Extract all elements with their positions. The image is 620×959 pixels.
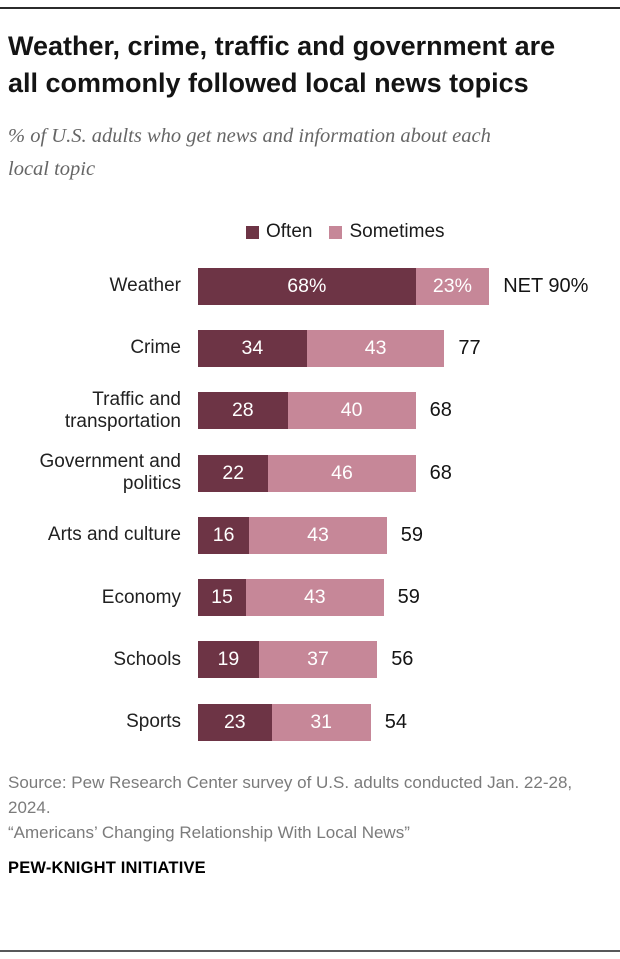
chart-row: Economy 15 43 59 (8, 566, 612, 628)
bar-segment-often: 22 (198, 454, 269, 492)
bar-segment-often: 16 (198, 516, 250, 554)
bottom-divider (0, 950, 620, 952)
stacked-bar: 34 43 (198, 329, 445, 367)
legend: Often Sometimes (246, 220, 612, 244)
chart-row: Crime 34 43 77 (8, 317, 612, 379)
net-label: 68 (429, 399, 452, 422)
source-note: Source: Pew Research Center survey of U.… (8, 773, 573, 818)
bar-segment-sometimes: 31 (271, 703, 371, 741)
top-divider (0, 7, 620, 9)
bar-segment-often: 28 (198, 392, 288, 430)
category-label: Weather (109, 275, 181, 297)
bar-segment-sometimes: 37 (258, 641, 378, 679)
net-label: NET 90% (503, 274, 589, 297)
stacked-bar: 22 46 (198, 454, 416, 492)
report-title-note: “Americans’ Changing Relationship With L… (8, 823, 410, 843)
bar-segment-sometimes: 43 (246, 579, 384, 617)
net-label: 77 (458, 336, 481, 359)
org-label: PEW-KNIGHT INITIATIVE (8, 859, 206, 878)
category-label: Schools (113, 648, 181, 670)
chart-row: Government and politics 22 46 68 (8, 442, 612, 504)
sometimes-swatch-icon (329, 225, 343, 239)
category-label: Traffic and transportation (64, 388, 181, 432)
chart-card: Weather, crime, traffic and government a… (8, 31, 612, 878)
bar-segment-sometimes: 43 (306, 329, 445, 367)
net-label: 59 (397, 586, 420, 609)
stacked-bar: 28 40 (198, 392, 416, 430)
net-label: 68 (429, 461, 452, 484)
chart-row: Arts and culture 16 43 59 (8, 504, 612, 566)
net-label: 59 (400, 523, 424, 546)
bar-segment-often: 34 (198, 329, 307, 367)
bar-segment-sometimes: 23% (415, 267, 490, 305)
often-swatch-icon (246, 225, 259, 239)
chart-subtitle: % of U.S. adults who get news and inform… (8, 125, 491, 180)
bar-segment-often: 68% (198, 267, 416, 305)
legend-label-sometimes: Sometimes (349, 221, 445, 242)
bar-segment-often: 19 (198, 641, 259, 679)
category-label: Sports (126, 711, 181, 733)
bar-segment-sometimes: 46 (268, 454, 416, 492)
net-label: 56 (391, 648, 414, 671)
bar-segment-often: 15 (198, 579, 246, 617)
chart-row: Traffic and transportation 28 40 68 (8, 380, 612, 442)
net-label: 54 (384, 710, 408, 733)
stacked-bar: 16 43 (198, 516, 387, 554)
bar-segment-often: 23 (198, 703, 272, 741)
stacked-bar: 68% 23% (198, 267, 490, 305)
chart-row: Weather 68% 23% NET 90% (8, 255, 612, 317)
category-label: Crime (130, 337, 181, 359)
stacked-bar: 23 31 (198, 703, 371, 741)
category-label: Economy (101, 586, 181, 608)
legend-item-sometimes: Sometimes (329, 221, 445, 243)
bar-segment-sometimes: 43 (249, 516, 387, 554)
bar-segment-sometimes: 40 (287, 392, 416, 430)
legend-label-often: Often (266, 221, 313, 242)
stacked-bar: 19 37 (198, 641, 378, 679)
category-label: Government and politics (39, 451, 181, 495)
chart-row: Sports 23 31 54 (8, 691, 612, 753)
stacked-bar: 15 43 (198, 579, 384, 617)
page-title: Weather, crime, traffic and government a… (8, 31, 556, 98)
category-label: Arts and culture (47, 524, 181, 546)
footer: Source: Pew Research Center survey of U.… (8, 770, 612, 878)
bar-rows: Weather 68% 23% NET 90% Crime 34 43 77 Traffic a… (8, 255, 612, 753)
legend-item-often: Often (246, 221, 312, 243)
chart-row: Schools 19 37 56 (8, 629, 612, 691)
